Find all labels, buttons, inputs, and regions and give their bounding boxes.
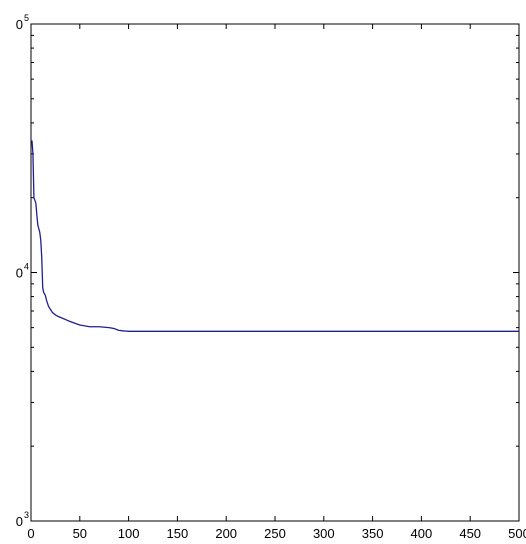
- y-tick-label-exponent: 4: [24, 262, 29, 272]
- y-tick-label-exponent: 5: [24, 13, 29, 23]
- tick-marks: [30, 23, 520, 522]
- x-tick-label: 300: [313, 526, 335, 541]
- y-tick-label: 0: [16, 514, 23, 529]
- tick-labels: 050100150200250300350400450500030405: [16, 13, 526, 541]
- x-tick-label: 350: [362, 526, 384, 541]
- x-tick-label: 50: [73, 526, 87, 541]
- x-tick-label: 200: [215, 526, 237, 541]
- x-tick-label: 100: [118, 526, 140, 541]
- y-tick-label: 0: [16, 266, 23, 281]
- x-tick-label: 0: [27, 526, 34, 541]
- x-tick-label: 250: [264, 526, 286, 541]
- x-tick-label: 500: [508, 526, 526, 541]
- series-line: [31, 140, 519, 332]
- x-tick-label: 400: [411, 526, 433, 541]
- y-tick-label-exponent: 3: [24, 510, 29, 520]
- x-tick-label: 150: [167, 526, 189, 541]
- x-tick-label: 450: [459, 526, 481, 541]
- y-tick-label: 0: [16, 17, 23, 32]
- plot-area: [30, 23, 520, 522]
